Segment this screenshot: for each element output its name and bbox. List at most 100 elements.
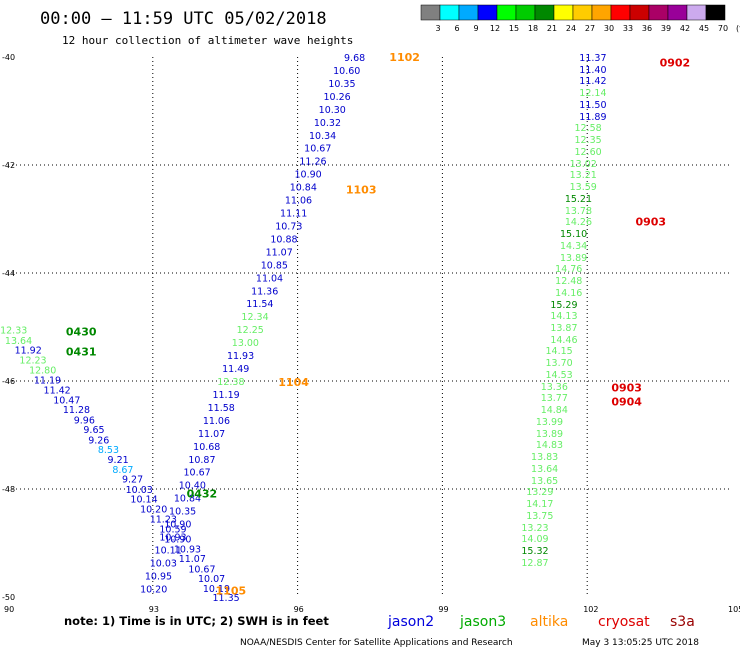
- wave-height-point: 10.68: [193, 442, 220, 453]
- time-label: 1103: [346, 183, 377, 196]
- wave-height-point: 10.47: [53, 395, 80, 406]
- wave-height-point: 10.93: [159, 533, 186, 544]
- wave-height-point: 14.16: [555, 288, 582, 299]
- wave-height-point: 14.46: [550, 335, 577, 346]
- legend-label: 9: [473, 24, 478, 33]
- time-label: 0902: [660, 56, 691, 69]
- wave-height-point: 11.58: [208, 403, 235, 414]
- wave-height-point: 11.42: [44, 386, 71, 397]
- legend-swatch: [496, 4, 517, 21]
- y-tick-label: -46: [2, 377, 15, 386]
- legend-label: 33: [623, 24, 633, 33]
- legend-label: 39: [661, 24, 671, 33]
- wave-height-point: 13.59: [570, 182, 597, 193]
- legend-swatch: [439, 4, 460, 21]
- wave-height-point: 11.89: [579, 112, 606, 123]
- wave-height-point: 11.04: [256, 273, 283, 284]
- wave-height-point: 8.53: [98, 445, 119, 456]
- x-tick-label: 105: [728, 605, 740, 614]
- wave-height-point: 11.07: [179, 554, 206, 565]
- footer-note: note: 1) Time is in UTC; 2) SWH is in fe…: [64, 614, 329, 628]
- legend-swatch: [705, 4, 726, 21]
- satellite-jason2: jason2: [387, 614, 434, 630]
- wave-height-point: 10.73: [275, 221, 302, 232]
- legend-label: 42: [680, 24, 690, 33]
- wave-height-point: 10.93: [174, 544, 201, 555]
- wave-height-point: 13.89: [536, 429, 563, 440]
- axis-ticks: 90 93 96 99 102 105 -40 -42 -44 -46 -48 -50: [2, 53, 740, 614]
- wave-height-point: 13.29: [526, 487, 553, 498]
- y-tick-label: -50: [2, 593, 15, 602]
- wave-height-point: 10.67: [304, 144, 331, 155]
- legend-label: 12: [490, 24, 500, 33]
- wave-height-point: 10.84: [290, 183, 317, 194]
- time-label: 1104: [278, 376, 309, 389]
- wave-height-point: 11.23: [150, 515, 177, 526]
- legend-swatch: [648, 4, 669, 21]
- satellite-cryosat: cryosat: [598, 614, 650, 630]
- time-label: 1102: [389, 51, 420, 64]
- chart-subtitle: 12 hour collection of altimeter wave hei…: [62, 34, 353, 47]
- wave-height-point: 10.90: [295, 170, 322, 181]
- wave-height-point: 12.38: [217, 377, 244, 388]
- wave-height-point: 9.27: [122, 475, 143, 486]
- legend-swatch: [591, 4, 612, 21]
- wave-height-point: 12.87: [521, 558, 548, 569]
- time-label: 1105: [216, 585, 247, 598]
- wave-height-point: 10.90: [164, 520, 191, 531]
- wave-height-point: 12.25: [237, 325, 264, 336]
- wave-height-point: 13.65: [531, 476, 558, 487]
- legend-label: 70: [718, 24, 728, 33]
- wave-height-point: 13.75: [526, 511, 553, 522]
- wave-height-point: 14.83: [536, 440, 563, 451]
- satellite-s3a: s3a: [670, 614, 695, 630]
- wave-height-point: 10.84: [174, 494, 201, 505]
- wave-height-point: 10.34: [309, 131, 336, 142]
- wave-height-point: 15.29: [550, 300, 577, 311]
- legend-swatch: [477, 4, 498, 21]
- time-label: 0904: [611, 396, 642, 409]
- wave-height-point: 15.32: [521, 546, 548, 557]
- timestamp-text: May 3 13:05:25 UTC 2018: [582, 638, 699, 648]
- wave-height-point: 13.64: [5, 336, 32, 347]
- wave-height-point: 8.67: [112, 465, 133, 476]
- wave-height-point: 10.87: [188, 455, 215, 466]
- wave-height-point: 10.88: [270, 234, 297, 245]
- legend-label: 21: [547, 24, 557, 33]
- wave-height-point: 10.07: [198, 574, 225, 585]
- x-tick-label: 102: [583, 605, 598, 614]
- wave-height-point: 14.53: [546, 370, 573, 381]
- wave-height-point: 14.17: [526, 499, 553, 510]
- wave-height-point: 12.23: [19, 355, 46, 366]
- legend-swatch: [458, 4, 479, 21]
- x-tick-label: 96: [294, 605, 304, 614]
- time-label: 0903: [635, 216, 666, 229]
- wave-height-point: 15.10: [560, 229, 587, 240]
- y-tick-label: -44: [2, 269, 15, 278]
- wave-height-point: 13.64: [531, 464, 558, 475]
- wave-height-point: 14.26: [565, 217, 592, 228]
- wave-height-point: 11.35: [212, 593, 239, 604]
- wave-height-point: 12.80: [29, 366, 56, 377]
- legend-label: 3: [435, 24, 440, 33]
- wave-height-point: 10.20: [140, 584, 167, 595]
- wave-height-point: 11.92: [15, 346, 42, 357]
- satellite-altika: altika: [530, 614, 568, 630]
- wave-height-point: 13.21: [570, 170, 597, 181]
- legend-swatch: [420, 4, 441, 21]
- wave-height-point: 10.35: [328, 79, 355, 90]
- legend-swatch: [553, 4, 574, 21]
- wave-height-point: 10.95: [145, 571, 172, 582]
- legend-label: (ft): [736, 24, 740, 33]
- wave-height-point: 11.42: [579, 76, 606, 87]
- wave-height-point: 11.54: [246, 299, 273, 310]
- wave-height-point: 14.84: [541, 405, 568, 416]
- wave-height-point: 11.36: [251, 286, 278, 297]
- wave-height-point: 13.00: [232, 338, 259, 349]
- wave-height-point: 10.19: [203, 584, 230, 595]
- wave-height-point: 13.78: [565, 206, 592, 217]
- wave-height-point: 12.33: [0, 326, 27, 337]
- wave-height-point: 12.35: [574, 135, 601, 146]
- legend-swatch: [629, 4, 650, 21]
